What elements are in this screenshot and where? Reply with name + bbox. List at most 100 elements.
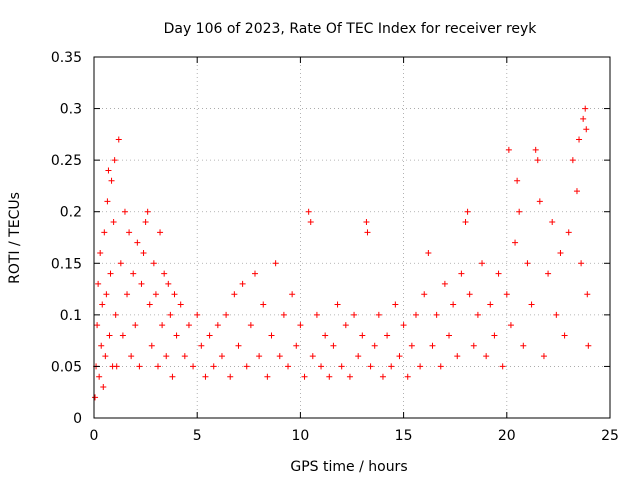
data-point: [514, 177, 521, 184]
data-point: [392, 301, 399, 308]
data-point: [534, 157, 541, 164]
data-point: [516, 208, 523, 215]
data-point: [104, 198, 111, 205]
data-point: [425, 249, 432, 256]
y-tick-label: 0.25: [51, 153, 82, 169]
data-point: [177, 301, 184, 308]
series-roti: [92, 105, 592, 401]
data-point: [293, 342, 300, 349]
data-point: [154, 363, 161, 370]
data-point: [132, 322, 139, 329]
data-point: [524, 260, 531, 267]
data-point: [466, 291, 473, 298]
y-tick-label: 0.35: [51, 50, 82, 66]
data-point: [112, 311, 119, 318]
data-point: [231, 291, 238, 298]
data-point: [584, 291, 591, 298]
data-point: [582, 105, 589, 112]
plot-frame: [93, 56, 611, 419]
x-axis-title: GPS time / hours: [290, 459, 407, 475]
data-point: [437, 363, 444, 370]
x-tick-label: 25: [601, 428, 619, 444]
data-point: [585, 342, 592, 349]
data-point: [307, 219, 314, 226]
data-point: [346, 373, 353, 380]
data-point: [136, 363, 143, 370]
data-point: [144, 208, 151, 215]
x-tick-label: 15: [395, 428, 413, 444]
data-point: [150, 260, 157, 267]
data-point: [202, 373, 209, 380]
data-point: [450, 301, 457, 308]
data-point: [152, 291, 159, 298]
data-point: [119, 332, 126, 339]
data-point: [483, 353, 490, 360]
data-point: [549, 219, 556, 226]
data-point: [400, 322, 407, 329]
data-point: [396, 353, 403, 360]
data-point: [198, 342, 205, 349]
data-point: [470, 342, 477, 349]
data-point: [111, 157, 118, 164]
data-point: [417, 363, 424, 370]
data-point: [342, 322, 349, 329]
data-point: [421, 291, 428, 298]
data-point: [185, 322, 192, 329]
data-point: [512, 239, 519, 246]
data-point: [326, 373, 333, 380]
y-tick-labels: 0 0.05 0.1 0.15 0.2 0.25 0.3 0.35: [51, 50, 82, 427]
data-point: [165, 280, 172, 287]
data-point: [561, 332, 568, 339]
data-point: [146, 301, 153, 308]
data-point: [98, 342, 105, 349]
x-tick-label: 0: [90, 428, 99, 444]
data-point: [268, 332, 275, 339]
data-point: [528, 301, 535, 308]
data-point: [169, 373, 176, 380]
data-point: [553, 311, 560, 318]
data-point: [355, 353, 362, 360]
data-point: [264, 373, 271, 380]
data-point: [163, 353, 170, 360]
tick-marks: [93, 56, 611, 419]
data-point: [507, 322, 514, 329]
data-point: [102, 353, 109, 360]
data-point: [576, 136, 583, 143]
data-point: [235, 342, 242, 349]
data-point: [569, 157, 576, 164]
data-point: [379, 373, 386, 380]
data-point: [565, 229, 572, 236]
data-point: [227, 373, 234, 380]
data-point: [210, 363, 217, 370]
data-point: [223, 311, 230, 318]
data-point: [503, 291, 510, 298]
data-point: [334, 301, 341, 308]
data-point: [181, 353, 188, 360]
data-point: [371, 342, 378, 349]
data-point: [285, 363, 292, 370]
data-point: [107, 270, 114, 277]
data-point: [540, 353, 547, 360]
data-point: [99, 301, 106, 308]
data-point: [462, 219, 469, 226]
data-point: [108, 177, 115, 184]
data-point: [260, 301, 267, 308]
data-point: [583, 126, 590, 133]
data-point: [491, 332, 498, 339]
data-point: [206, 332, 213, 339]
data-point: [167, 311, 174, 318]
data-point: [495, 270, 502, 277]
data-point: [94, 322, 101, 329]
data-point: [124, 291, 131, 298]
data-point: [130, 270, 137, 277]
data-point: [161, 270, 168, 277]
data-point: [239, 280, 246, 287]
data-point: [280, 311, 287, 318]
data-point: [100, 384, 107, 391]
data-point: [173, 332, 180, 339]
data-point: [429, 342, 436, 349]
data-point: [309, 353, 316, 360]
data-point: [138, 280, 145, 287]
data-point: [338, 363, 345, 370]
